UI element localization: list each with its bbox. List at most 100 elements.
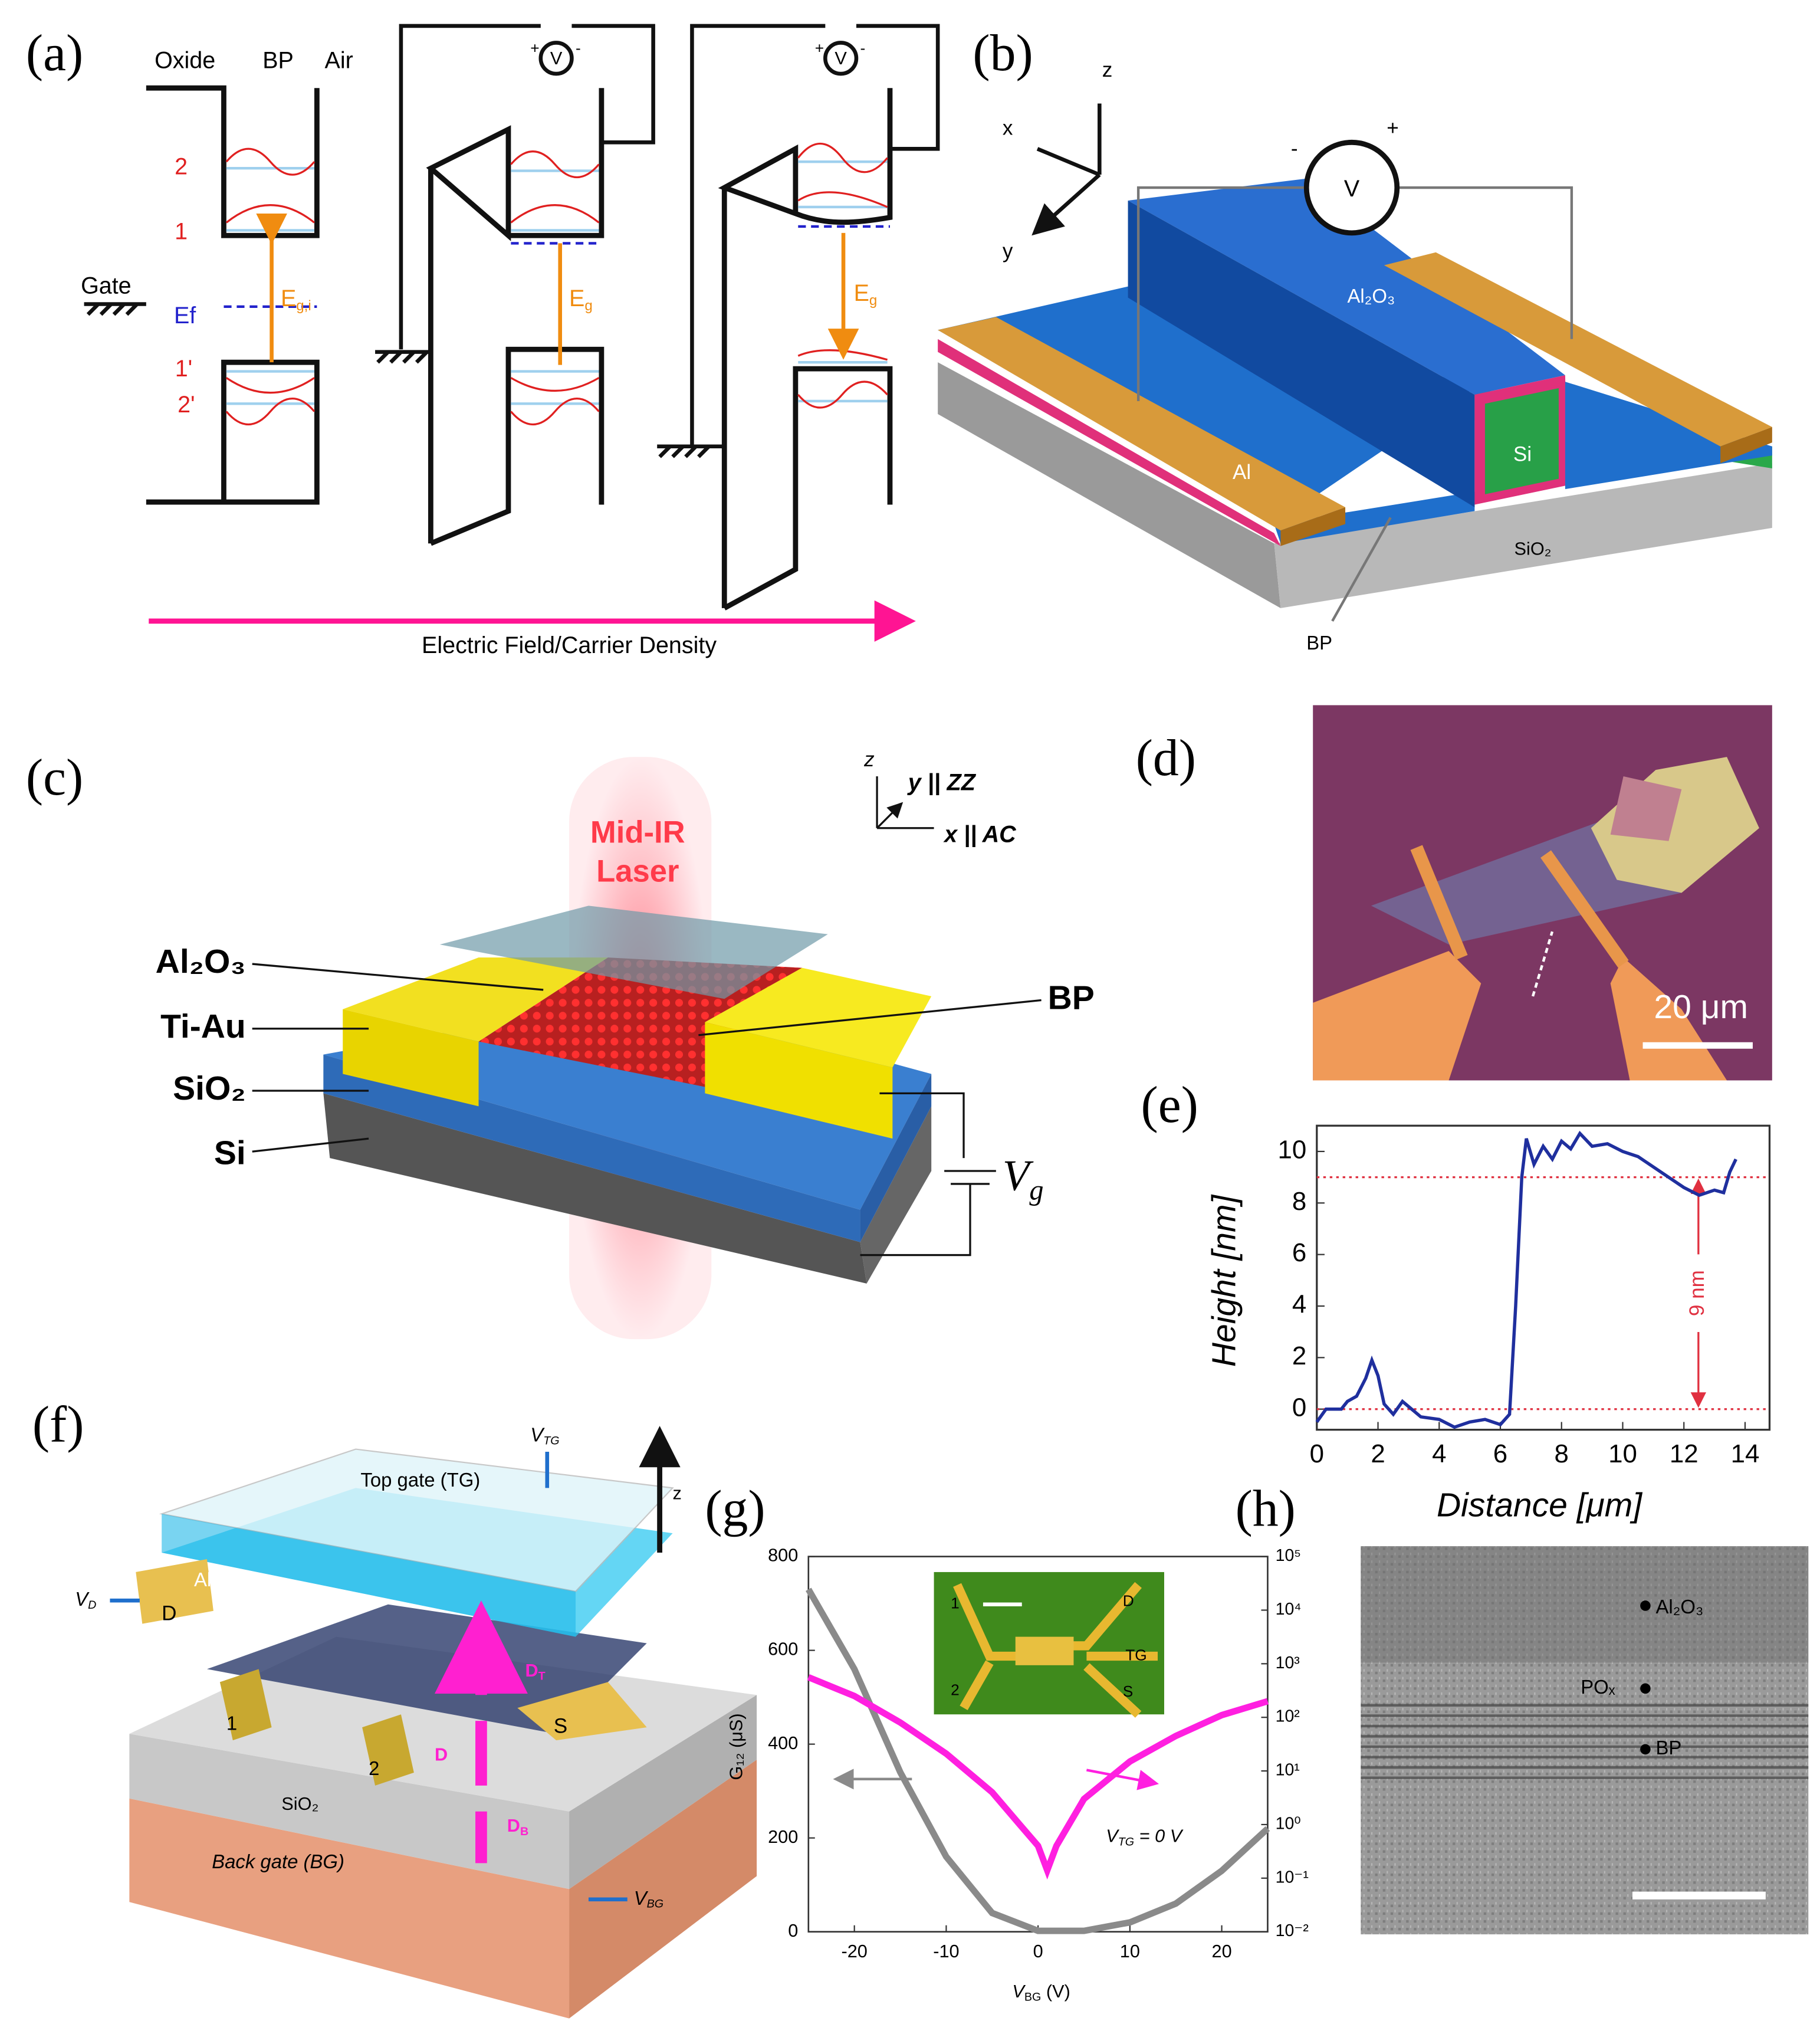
layer-label: SiO₂ [173,1070,246,1107]
x-tick-label: 20 [1212,1941,1232,1961]
shape [439,906,828,999]
meter-symbol: V [550,48,563,68]
gap-arrow [272,233,843,365]
wires [1136,186,1573,622]
y-tick-label: 10 [1277,1136,1306,1164]
sublevels [226,160,888,405]
annotation: VTG = 0 V [1106,1826,1183,1849]
panel-label: (a) [26,24,83,81]
laser-label: Laser [596,854,679,888]
y-tick-label: 4 [1292,1290,1306,1319]
lead [110,1451,628,1902]
gap-label: Eg [569,286,593,314]
voltmeter [1303,139,1400,236]
panel-label: (d) [1136,729,1196,786]
y-tick-label: 2 [1292,1341,1306,1370]
contact-label: S [554,1714,567,1737]
shape [1128,201,1475,507]
axis: x || AC [943,821,1016,847]
shape [225,147,316,425]
meter-sign: - [860,39,866,57]
shape [343,1009,479,1107]
x-tick-label: 2 [1371,1439,1385,1468]
contact-label: 1 [226,1712,237,1734]
x-tick-label: -10 [933,1941,959,1961]
shape [953,1582,1158,1718]
y2-tick-label: 10⁵ [1276,1546,1302,1565]
gate-voltage: Vg [1003,1151,1044,1206]
oxide-region [1361,1546,1809,1663]
shape [517,1682,647,1741]
axis: x [1003,117,1013,140]
contact [1313,951,1481,1081]
x-tick-label: 12 [1670,1439,1699,1468]
marker [1640,1744,1651,1755]
y-tick-label: 0 [788,1920,798,1941]
shape [362,1714,414,1786]
shape [690,24,940,447]
x-axis-label: Distance [μm] [1437,1486,1642,1524]
shape [219,1669,272,1741]
meter-sign: - [576,39,581,57]
y2-tick-label: 10⁰ [1276,1814,1301,1833]
gap-label: Eg [854,281,878,309]
electrode [1410,845,1629,968]
layer-label: Al₂O₃ [1347,285,1395,307]
meter-sign: + [530,39,539,57]
layer-label: Al₂O₃ [156,943,246,980]
fermi-label: Ef [174,303,196,329]
level: 1' [175,356,193,382]
shape [323,1054,860,1242]
panel-g: (g) 1 2 D TG S VTG = 0 V VBG (V) G₁₂ (μS… [705,1479,1309,2003]
layer-label: Si [1513,442,1532,465]
meter-sign: - [1291,137,1298,160]
x-tick-label: 4 [1432,1439,1446,1468]
shape [129,1798,570,2019]
meter-sign: + [1387,117,1399,140]
panel-label: (c) [26,749,83,806]
shape [399,24,655,350]
layer-label: Back gate (BG) [212,1851,344,1872]
y-tick-label: 400 [768,1733,798,1753]
shape [1280,507,1346,546]
shape [823,41,859,76]
laser-label: Mid-IR [590,815,685,850]
inset [934,1572,1164,1718]
layer-label: POₓ [1581,1676,1615,1698]
shape [146,85,320,505]
y2-tick-label: 10³ [1276,1654,1300,1672]
y-tick-label: 0 [1292,1393,1306,1422]
shape [938,317,1346,531]
series-line [806,1587,1270,1934]
shape [84,302,146,316]
shape [798,160,888,403]
y-tick-label: 600 [768,1639,798,1659]
shape [272,233,843,365]
x-axis-label: VBG (V) [1012,1981,1070,2004]
shape [426,88,605,546]
shape [705,1022,893,1139]
panel-label: (h) [1236,1479,1296,1537]
leaders [252,963,1042,1257]
meter-sign: + [815,39,824,57]
layer-label: Ti-Au [160,1008,246,1045]
layer-label: SiO₂ [1515,538,1552,559]
layer-label: BP [1655,1737,1681,1759]
voltage: VTG [530,1423,559,1447]
profile-line [1531,931,1554,997]
x-tick-label: 8 [1555,1439,1569,1468]
shape [1015,1636,1074,1665]
panel-b: (b) z x y V - + Al₂O₃ Si Al SiO₂ BP [938,24,1772,654]
panel-e: (e) Distance [μm] Height [nm] 0 2 4 6 8 10 12 1… [1141,1076,1771,1524]
level: 1 [175,218,188,244]
shape [876,776,934,829]
shape [1565,382,1772,490]
y-tick-label: 200 [768,1826,798,1847]
shape [569,1759,757,2019]
x-tick-label: 14 [1731,1439,1760,1468]
field-label: DT [525,1660,545,1683]
y-axis-label: G₁₂ (μS) [725,1713,746,1780]
layer-label: Al₂O₃ [194,1569,242,1590]
x-tick-label: 10 [1120,1941,1140,1961]
